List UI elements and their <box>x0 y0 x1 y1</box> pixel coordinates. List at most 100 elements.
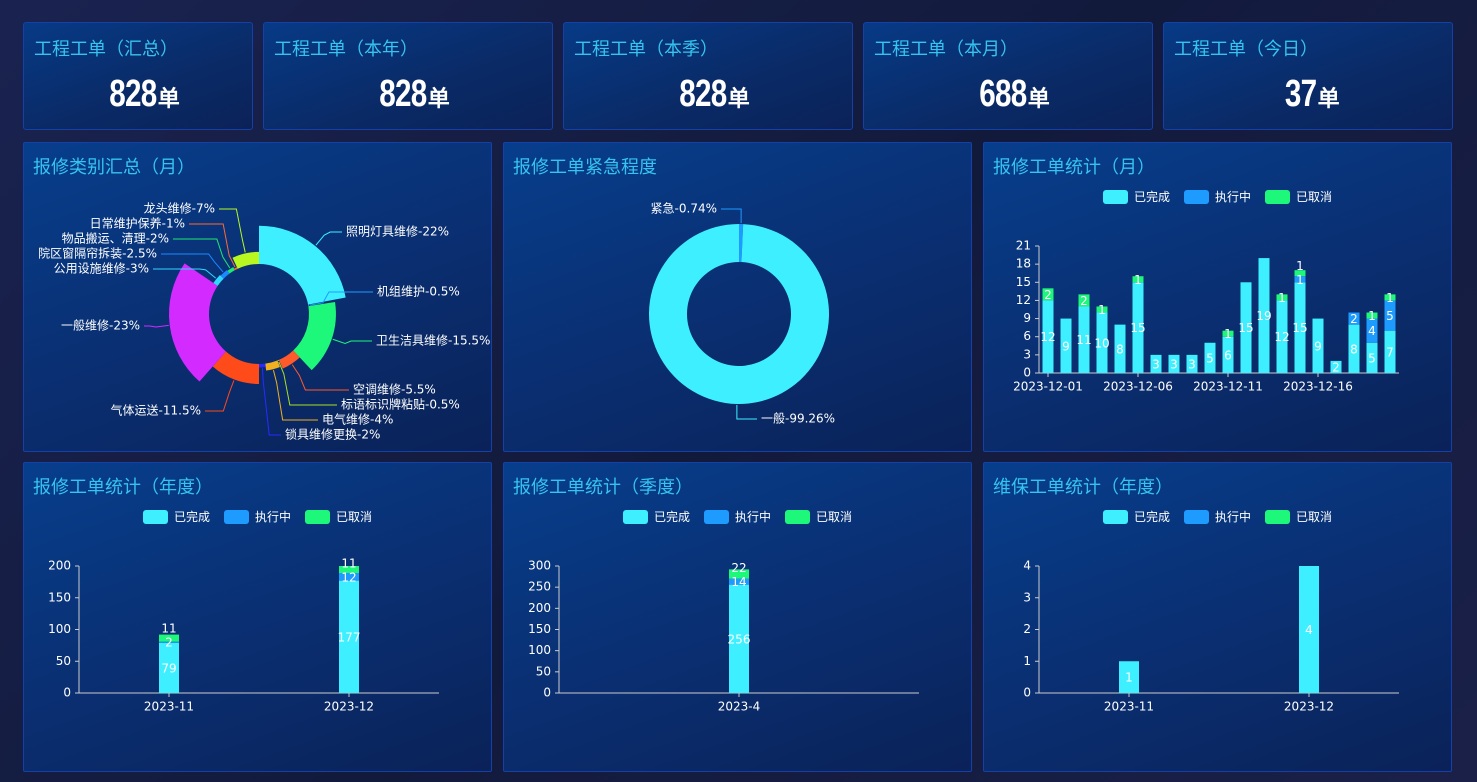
rose-slice[interactable] <box>259 225 346 305</box>
kpi-title: 工程工单（本年） <box>274 39 418 60</box>
bar-segment-cancelled[interactable] <box>1384 294 1396 301</box>
bar-segment-executing[interactable] <box>1294 276 1306 283</box>
rose-slice[interactable] <box>308 304 310 307</box>
rose-slice[interactable] <box>220 270 230 279</box>
rose-slice[interactable] <box>169 263 226 382</box>
bar-segment-cancelled[interactable] <box>1366 312 1378 319</box>
legend-item[interactable]: 已完成 <box>1102 188 1170 205</box>
x-tick-label: 2023-12 <box>324 700 374 714</box>
kpi-unit: 单 <box>427 87 450 112</box>
bar-segment-cancelled[interactable] <box>1276 294 1288 301</box>
bar-segment-executing[interactable] <box>159 641 179 643</box>
bar-segment-completed[interactable] <box>1186 354 1198 373</box>
bar-segment-completed[interactable] <box>1150 354 1162 373</box>
bar-segment-completed[interactable] <box>339 580 359 693</box>
bar-segment-completed[interactable] <box>1276 300 1288 373</box>
bar-segment-completed[interactable] <box>729 584 749 693</box>
bar-segment-completed[interactable] <box>1258 258 1270 373</box>
rose-slice[interactable] <box>265 360 280 371</box>
bar-value-label: 19 <box>1256 309 1271 323</box>
rose-slice[interactable] <box>227 267 235 274</box>
y-tick-label: 6 <box>1023 329 1031 343</box>
x-tick-label: 2023-12-16 <box>1283 380 1353 394</box>
bar-segment-completed[interactable] <box>1330 360 1342 373</box>
bar-segment-completed[interactable] <box>1222 336 1234 373</box>
bar-segment-cancelled[interactable] <box>1096 306 1108 313</box>
bar-value-label: 1 <box>1296 273 1304 287</box>
bar-segment-completed[interactable] <box>159 642 179 693</box>
bar-segment-completed[interactable] <box>1096 312 1108 373</box>
bar-segment-cancelled[interactable] <box>339 566 359 573</box>
bar-segment-cancelled[interactable] <box>159 634 179 642</box>
bar-segment-completed[interactable] <box>1114 324 1126 373</box>
label-leader-line <box>189 223 236 268</box>
bar-segment-executing[interactable] <box>1384 300 1396 331</box>
legend-swatch <box>1183 509 1209 524</box>
bar-segment-completed[interactable] <box>1299 566 1319 693</box>
legend-item[interactable]: 已取消 <box>1265 188 1332 205</box>
y-tick-label: 250 <box>528 580 551 594</box>
slice-label: 院区窗隔帘拆装-2.5% <box>38 246 157 261</box>
donut-slice[interactable] <box>739 224 744 263</box>
bar-value-label: 2 <box>1332 360 1340 374</box>
kpi-value-wrap: 828单 <box>564 73 852 116</box>
bar-segment-cancelled[interactable] <box>1132 276 1144 283</box>
legend-item[interactable]: 执行中 <box>223 508 291 525</box>
label-leader-line <box>161 253 224 273</box>
donut-slice[interactable] <box>648 224 829 404</box>
rose-slice[interactable] <box>277 359 280 362</box>
bar-segment-completed[interactable] <box>1240 282 1252 373</box>
legend-item[interactable]: 执行中 <box>1183 508 1251 525</box>
bar-segment-completed[interactable] <box>1119 661 1139 693</box>
y-tick-label: 18 <box>1016 257 1031 271</box>
y-tick-label: 200 <box>48 559 71 573</box>
slice-label: 电气维修-4% <box>322 412 393 427</box>
kpi-value: 828 <box>679 73 728 115</box>
bar-segment-completed[interactable] <box>1042 300 1054 373</box>
legend-item[interactable]: 已完成 <box>622 508 690 525</box>
legend-item[interactable]: 已取消 <box>1265 508 1332 525</box>
bar-segment-completed[interactable] <box>1348 324 1360 373</box>
bar-segment-completed[interactable] <box>1204 342 1216 373</box>
bar-value-label: 4 <box>1305 623 1313 637</box>
rose-slice[interactable] <box>259 363 266 368</box>
bar-segment-cancelled[interactable] <box>1222 330 1234 337</box>
bar-segment-completed[interactable] <box>1384 330 1396 373</box>
rose-slice[interactable] <box>212 351 259 384</box>
bar-segment-executing[interactable] <box>339 572 359 581</box>
bar-segment-executing[interactable] <box>1366 318 1378 343</box>
legend-item[interactable]: 已完成 <box>1102 508 1170 525</box>
bar-value-label: 177 <box>338 630 361 644</box>
legend-swatch <box>305 509 330 524</box>
bar-segment-executing[interactable] <box>729 578 749 585</box>
bar-segment-cancelled[interactable] <box>1042 288 1054 301</box>
bar-segment-completed[interactable] <box>1132 282 1144 373</box>
rose-slice[interactable] <box>278 350 300 369</box>
bar-segment-completed[interactable] <box>1168 354 1180 373</box>
legend-item[interactable]: 已完成 <box>142 508 210 525</box>
rose-slice[interactable] <box>293 301 336 371</box>
bar-segment-completed[interactable] <box>1060 318 1072 373</box>
legend-item[interactable]: 已取消 <box>785 508 852 525</box>
bar-segment-completed[interactable] <box>1366 342 1378 373</box>
x-tick-label: 2023-12-11 <box>1193 380 1263 394</box>
legend-item[interactable]: 已取消 <box>305 508 372 525</box>
rose-slice[interactable] <box>213 274 224 286</box>
bar-segment-cancelled[interactable] <box>1078 294 1090 307</box>
bar-segment-completed[interactable] <box>1078 306 1090 373</box>
bar-value-label: 1 <box>1224 327 1232 341</box>
legend-item[interactable]: 执行中 <box>703 508 771 525</box>
legend-label: 执行中 <box>254 510 291 524</box>
slice-label: 标语标识牌粘贴-0.5% <box>341 397 460 412</box>
legend-label: 执行中 <box>734 510 771 524</box>
legend-item[interactable]: 执行中 <box>1183 188 1251 205</box>
rose-slice[interactable] <box>234 267 238 271</box>
chart-legend: 已完成 执行中 已取消 <box>984 188 1451 205</box>
rose-slice[interactable] <box>232 251 259 269</box>
bar-segment-cancelled[interactable] <box>1294 270 1306 277</box>
bar-segment-cancelled[interactable] <box>729 569 749 579</box>
bar-segment-executing[interactable] <box>1348 312 1360 325</box>
bar-segment-completed[interactable] <box>1294 282 1306 373</box>
bar-segment-completed[interactable] <box>1312 318 1324 373</box>
